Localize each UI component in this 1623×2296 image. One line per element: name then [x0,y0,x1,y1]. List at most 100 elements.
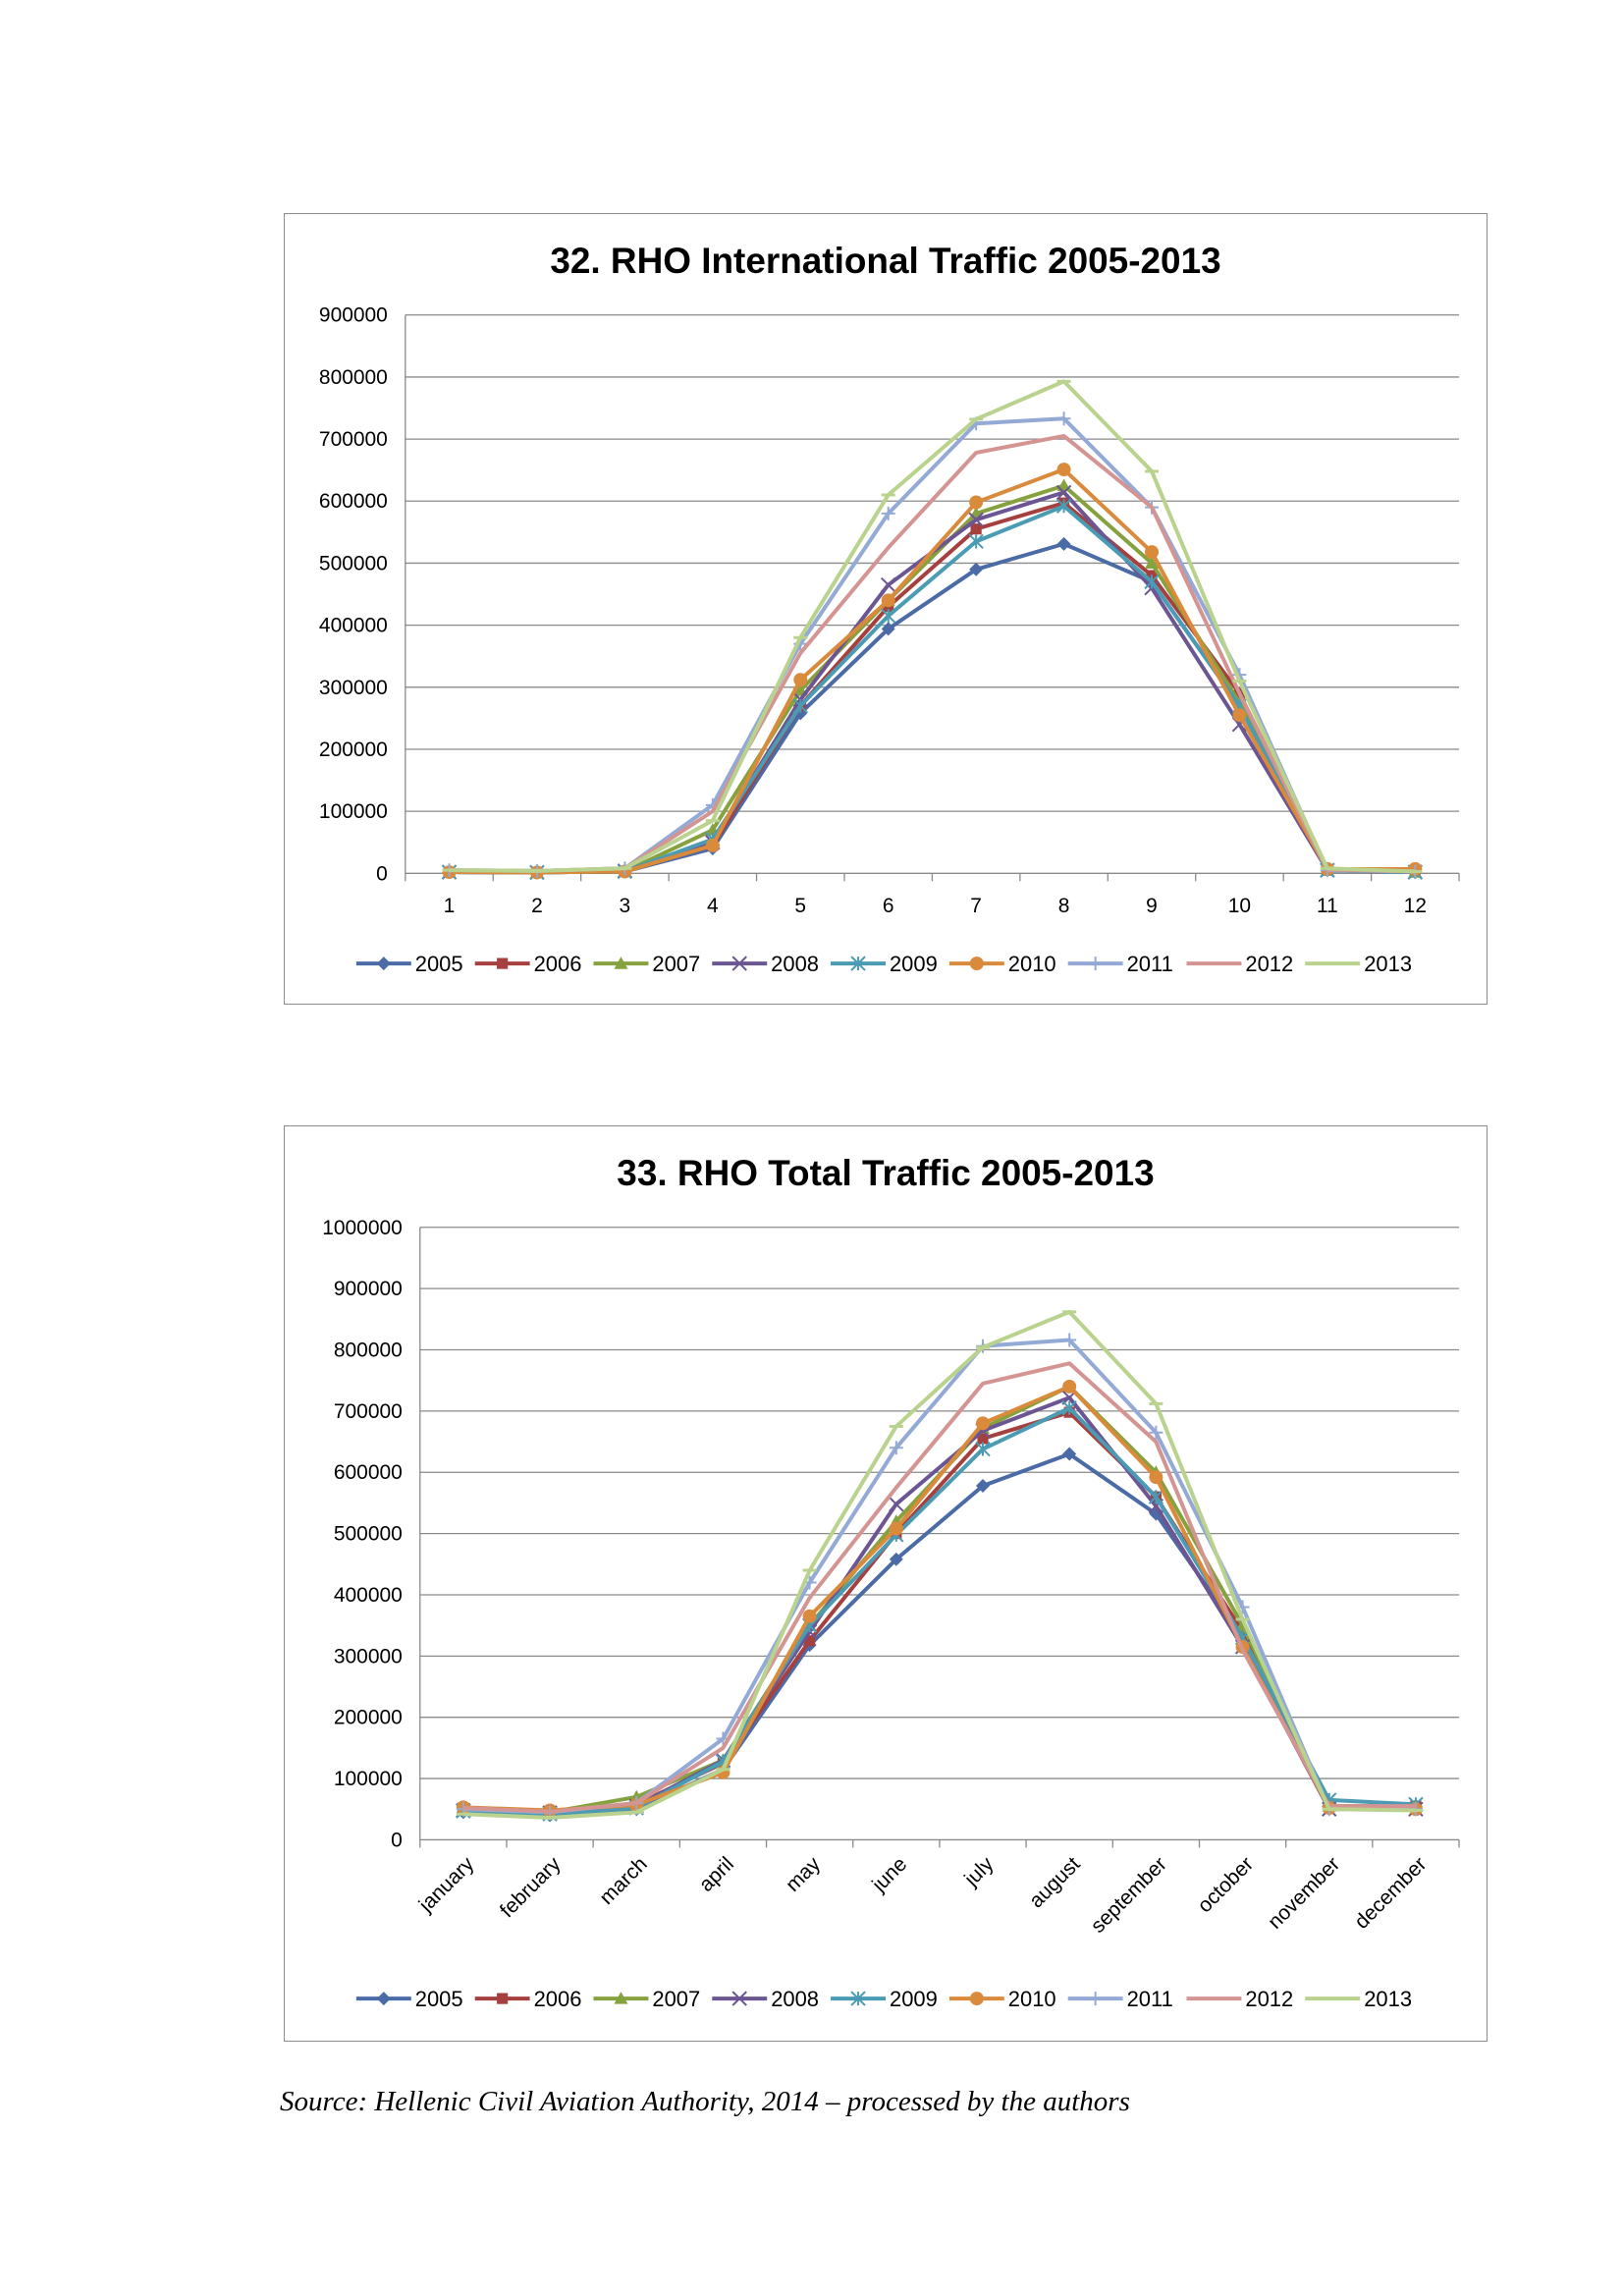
y-tick-label: 100000 [334,1768,403,1790]
series-2008 [456,1390,1424,1821]
legend-label: 2008 [771,952,819,976]
legend-label: 2009 [890,952,938,976]
chart-total-traffic: 33. RHO Total Traffic 2005-2013 1000000 9… [284,1125,1488,2042]
x-tick-label: 12 [1404,895,1427,917]
data-point [970,523,982,535]
legend: 2005 2006 2007 2008 2009 2010 2011 2012 2013 [355,1987,1412,2011]
x-tick-label: 5 [794,895,806,917]
x-tick-label: november [1264,1853,1344,1934]
series-line [462,1405,1417,1817]
y-tick-label: 1000000 [322,1217,403,1239]
series-line [449,541,1416,875]
data-point [1144,574,1160,590]
data-point [793,673,808,687]
data-point [969,495,984,510]
series-2011 [442,411,1423,879]
x-tick-label: 11 [1317,895,1338,917]
data-point [1145,556,1160,570]
legend-label: 2011 [1127,1987,1173,2011]
data-point [975,1441,991,1457]
x-tick-label: december [1350,1853,1431,1934]
data-point [1055,484,1072,501]
data-point [977,1433,989,1445]
data-point [1056,463,1071,477]
data-point [968,512,984,527]
legend-item-2007: 2007 [593,1987,700,2011]
series-2007 [442,478,1423,878]
legend-item-2005: 2005 [355,952,463,976]
y-tick-label: 900000 [319,304,388,327]
data-point [1088,957,1103,971]
gridlines [405,314,1460,874]
data-point [1149,1425,1163,1440]
x-tick-label: january [414,1852,479,1917]
legend-label: 2011 [1127,952,1173,976]
data-point [1148,1489,1164,1504]
data-point [889,1521,903,1536]
data-point [705,838,720,852]
data-point [497,1993,509,2004]
legend-label: 2010 [1008,1987,1056,2011]
series-line [462,1451,1416,1818]
series-2009 [456,1400,1424,1822]
series-2013 [442,379,1423,874]
x-tick-label: april [695,1853,738,1896]
data-point [969,957,984,971]
data-point [731,956,747,971]
legend-item-2005: 2005 [355,1987,463,2011]
chart-international-traffic: 32. RHO International Traffic 2005-2013 … [284,213,1488,1005]
y-tick-label: 500000 [334,1523,403,1546]
series-line [462,1395,1416,1815]
legend-item-2009: 2009 [831,1987,938,2011]
data-point [1145,545,1160,560]
y-tick-label: 300000 [334,1645,403,1667]
x-tick-label: september [1087,1853,1171,1938]
series-line [449,467,1416,875]
data-point [969,562,984,576]
data-point [850,1991,866,2006]
data-point [969,1992,984,2006]
x-tick-label: may [782,1852,826,1896]
legend-label: 2012 [1245,1987,1293,2011]
y-tick-label: 600000 [334,1461,403,1484]
series-line [462,1309,1416,1820]
data-point [1149,1470,1163,1485]
data-point [889,1552,903,1566]
legend-item-2007: 2007 [593,952,700,976]
series-line [462,1384,1416,1813]
legend-label: 2007 [652,1987,700,2011]
legend-item-2010: 2010 [948,1987,1056,2011]
chart-title: 32. RHO International Traffic 2005-2013 [550,241,1220,281]
series-2008 [441,484,1424,881]
y-tick-label: 400000 [334,1584,403,1607]
data-point [881,608,896,624]
series-2012 [462,1361,1416,1814]
legend-label: 2006 [534,1987,582,2011]
x-tick-label: 4 [707,895,719,917]
data-point [1062,1333,1077,1347]
series-2010 [442,463,1423,880]
y-tick-label: 500000 [319,552,388,574]
data-point [1062,1379,1077,1394]
y-tick-label: 700000 [319,428,388,451]
legend-item-2010: 2010 [948,952,1056,976]
data-point [376,957,391,971]
data-point [850,956,866,971]
series-2011 [456,1333,1423,1820]
y-tick-label: 200000 [319,738,388,761]
data-point [376,1992,391,2006]
legend-label: 2013 [1364,952,1412,976]
x-tick-label: 7 [970,895,982,917]
data-point [976,1416,990,1431]
y-tick-label: 100000 [319,800,388,823]
data-point [968,533,984,550]
series-line [449,416,1416,874]
y-tick-label: 600000 [319,490,388,513]
legend-label: 2006 [534,952,582,976]
x-tick-label: 10 [1228,895,1251,917]
data-point [497,957,509,969]
x-tick-label: march [595,1853,651,1909]
data-point [976,1478,990,1493]
series-2005 [442,536,1423,880]
legend-label: 2008 [771,1987,819,2011]
